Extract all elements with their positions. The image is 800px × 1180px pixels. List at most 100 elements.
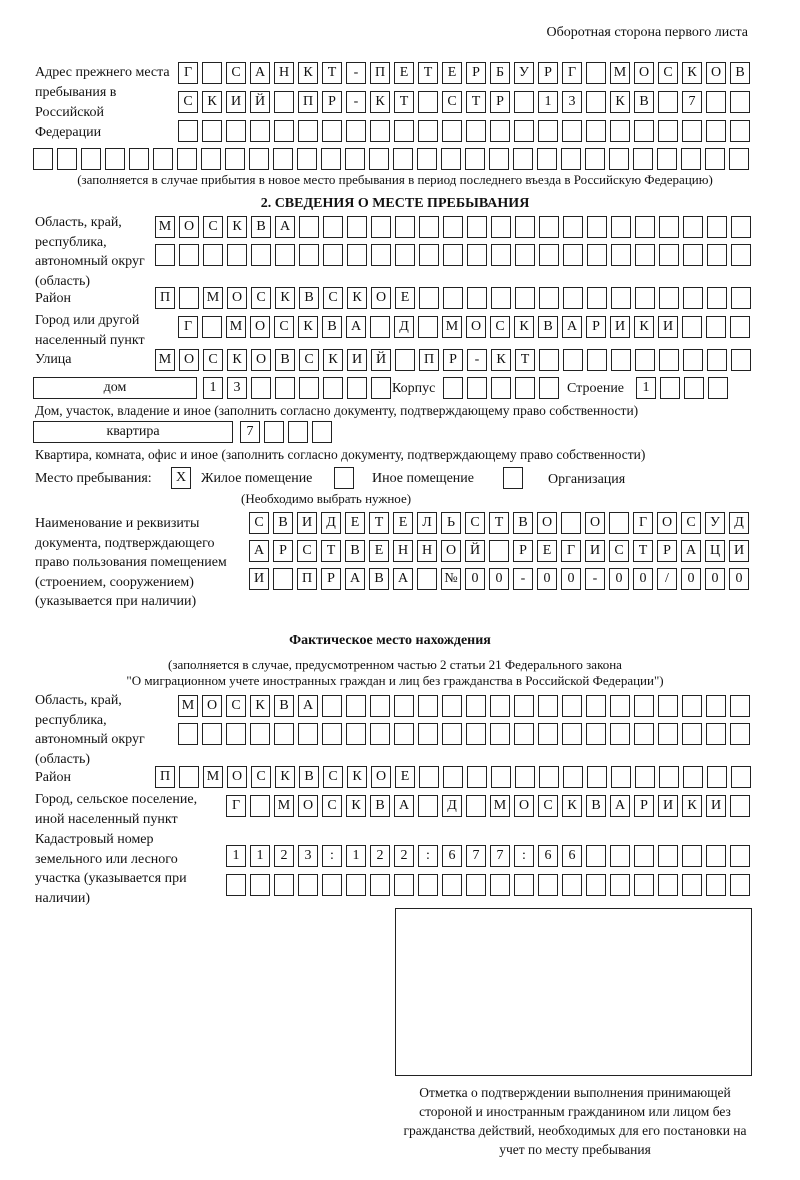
- char-cell[interactable]: У: [705, 512, 725, 534]
- char-cell[interactable]: [394, 874, 414, 896]
- char-cell[interactable]: [514, 120, 534, 142]
- char-cell[interactable]: Р: [466, 62, 486, 84]
- char-cell[interactable]: [659, 349, 679, 371]
- char-cell[interactable]: [586, 845, 606, 867]
- char-cell[interactable]: [346, 120, 366, 142]
- char-cell[interactable]: [611, 766, 631, 788]
- char-cell[interactable]: [731, 349, 751, 371]
- char-cell[interactable]: [730, 120, 750, 142]
- char-cell[interactable]: К: [202, 91, 222, 113]
- char-cell[interactable]: [634, 845, 654, 867]
- char-cell[interactable]: [370, 723, 390, 745]
- char-cell[interactable]: [346, 723, 366, 745]
- char-cell[interactable]: 0: [561, 568, 581, 590]
- char-cell[interactable]: [418, 723, 438, 745]
- char-cell[interactable]: В: [513, 512, 533, 534]
- char-cell[interactable]: [346, 695, 366, 717]
- char-cell[interactable]: [273, 148, 293, 170]
- char-cell[interactable]: [418, 695, 438, 717]
- char-cell[interactable]: [227, 244, 247, 266]
- char-cell[interactable]: Р: [513, 540, 533, 562]
- char-cell[interactable]: [706, 91, 726, 113]
- char-cell[interactable]: [393, 148, 413, 170]
- char-cell[interactable]: [731, 766, 751, 788]
- char-cell[interactable]: [299, 216, 319, 238]
- char-cell[interactable]: [321, 148, 341, 170]
- char-cell[interactable]: К: [514, 316, 534, 338]
- char-cell[interactable]: А: [681, 540, 701, 562]
- char-cell[interactable]: К: [250, 695, 270, 717]
- char-cell[interactable]: [417, 148, 437, 170]
- char-cell[interactable]: В: [251, 216, 271, 238]
- char-cell[interactable]: И: [610, 316, 630, 338]
- char-cell[interactable]: [202, 316, 222, 338]
- char-cell[interactable]: [515, 287, 535, 309]
- char-cell[interactable]: 6: [562, 845, 582, 867]
- char-cell[interactable]: [682, 874, 702, 896]
- char-cell[interactable]: [635, 349, 655, 371]
- char-cell[interactable]: [658, 91, 678, 113]
- char-cell[interactable]: [369, 148, 389, 170]
- char-cell[interactable]: [611, 216, 631, 238]
- char-cell[interactable]: /: [657, 568, 677, 590]
- char-cell[interactable]: [682, 845, 702, 867]
- char-cell[interactable]: О: [514, 795, 534, 817]
- char-cell[interactable]: Л: [417, 512, 437, 534]
- char-cell[interactable]: [129, 148, 149, 170]
- char-cell[interactable]: [491, 244, 511, 266]
- char-cell[interactable]: К: [491, 349, 511, 371]
- char-cell[interactable]: [345, 148, 365, 170]
- char-cell[interactable]: О: [537, 512, 557, 534]
- char-cell[interactable]: К: [227, 349, 247, 371]
- char-cell[interactable]: [491, 766, 511, 788]
- char-cell[interactable]: [587, 287, 607, 309]
- char-cell[interactable]: Д: [321, 512, 341, 534]
- char-cell[interactable]: [563, 244, 583, 266]
- char-cell[interactable]: [466, 723, 486, 745]
- char-cell[interactable]: [395, 244, 415, 266]
- char-cell[interactable]: [417, 568, 437, 590]
- char-cell[interactable]: Т: [466, 91, 486, 113]
- char-cell[interactable]: С: [299, 349, 319, 371]
- char-cell[interactable]: К: [634, 316, 654, 338]
- char-cell[interactable]: 1: [250, 845, 270, 867]
- char-cell[interactable]: [418, 874, 438, 896]
- char-cell[interactable]: Т: [515, 349, 535, 371]
- char-cell[interactable]: [466, 874, 486, 896]
- char-cell[interactable]: [563, 287, 583, 309]
- char-cell[interactable]: О: [227, 766, 247, 788]
- stay-place-checkbox-organization[interactable]: [503, 467, 523, 489]
- char-cell[interactable]: -: [585, 568, 605, 590]
- char-cell[interactable]: [681, 148, 701, 170]
- char-cell[interactable]: И: [347, 349, 367, 371]
- char-cell[interactable]: Т: [394, 91, 414, 113]
- char-cell[interactable]: :: [322, 845, 342, 867]
- char-cell[interactable]: [514, 91, 534, 113]
- char-cell[interactable]: Г: [562, 62, 582, 84]
- char-cell[interactable]: [105, 148, 125, 170]
- char-cell[interactable]: [370, 874, 390, 896]
- char-cell[interactable]: К: [682, 795, 702, 817]
- char-cell[interactable]: Н: [417, 540, 437, 562]
- char-cell[interactable]: [634, 874, 654, 896]
- char-cell[interactable]: 1: [203, 377, 223, 399]
- char-cell[interactable]: [249, 148, 269, 170]
- char-cell[interactable]: [657, 148, 677, 170]
- char-cell[interactable]: П: [370, 62, 390, 84]
- char-cell[interactable]: С: [538, 795, 558, 817]
- char-cell[interactable]: И: [226, 91, 246, 113]
- char-cell[interactable]: [658, 723, 678, 745]
- char-cell[interactable]: И: [658, 795, 678, 817]
- char-cell[interactable]: [346, 874, 366, 896]
- char-cell[interactable]: А: [250, 62, 270, 84]
- char-cell[interactable]: Е: [369, 540, 389, 562]
- char-cell[interactable]: [312, 421, 332, 443]
- char-cell[interactable]: 3: [298, 845, 318, 867]
- char-cell[interactable]: [610, 874, 630, 896]
- char-cell[interactable]: 2: [394, 845, 414, 867]
- char-cell[interactable]: [395, 349, 415, 371]
- char-cell[interactable]: А: [393, 568, 413, 590]
- char-cell[interactable]: [635, 244, 655, 266]
- char-cell[interactable]: [610, 695, 630, 717]
- char-cell[interactable]: [490, 874, 510, 896]
